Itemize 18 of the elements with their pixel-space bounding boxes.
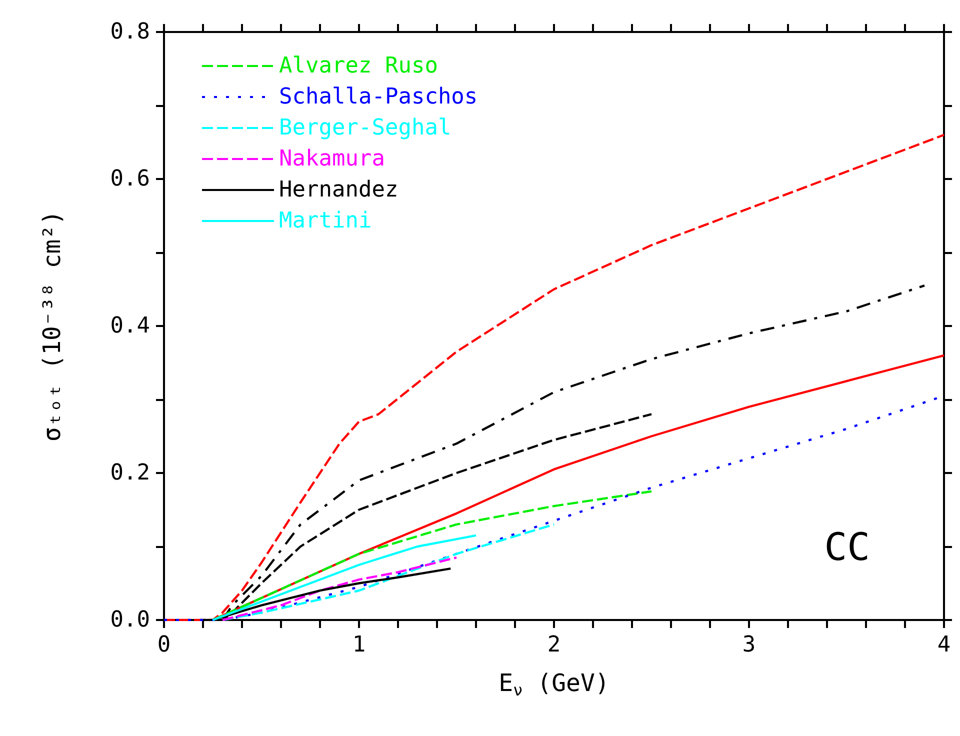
x-tick-label: 2	[547, 632, 561, 658]
legend-label: Nakamura	[279, 146, 385, 172]
y-tick-label: 0.6	[110, 166, 150, 192]
x-tick-label: 3	[742, 632, 756, 658]
x-tick-label: 4	[937, 632, 951, 658]
y-tick-label: 0.0	[110, 608, 150, 632]
legend-label: Alvarez Ruso	[279, 54, 438, 78]
x-tick-label: 0	[157, 632, 171, 658]
y-axis-title: σₜₒₜ (10⁻³⁸ cm²)	[38, 210, 66, 442]
x-tick-label: 1	[352, 632, 366, 658]
y-tick-label: 0.8	[110, 20, 150, 44]
annotation: CC	[824, 525, 870, 569]
legend-label: Schalla-Paschos	[279, 84, 478, 110]
legend-label: Martini	[279, 208, 372, 234]
y-tick-label: 0.2	[110, 460, 150, 486]
legend-label: Berger-Seghal	[279, 116, 452, 140]
y-tick-label: 0.4	[110, 314, 150, 338]
legend-label: Hernandez	[279, 178, 398, 202]
